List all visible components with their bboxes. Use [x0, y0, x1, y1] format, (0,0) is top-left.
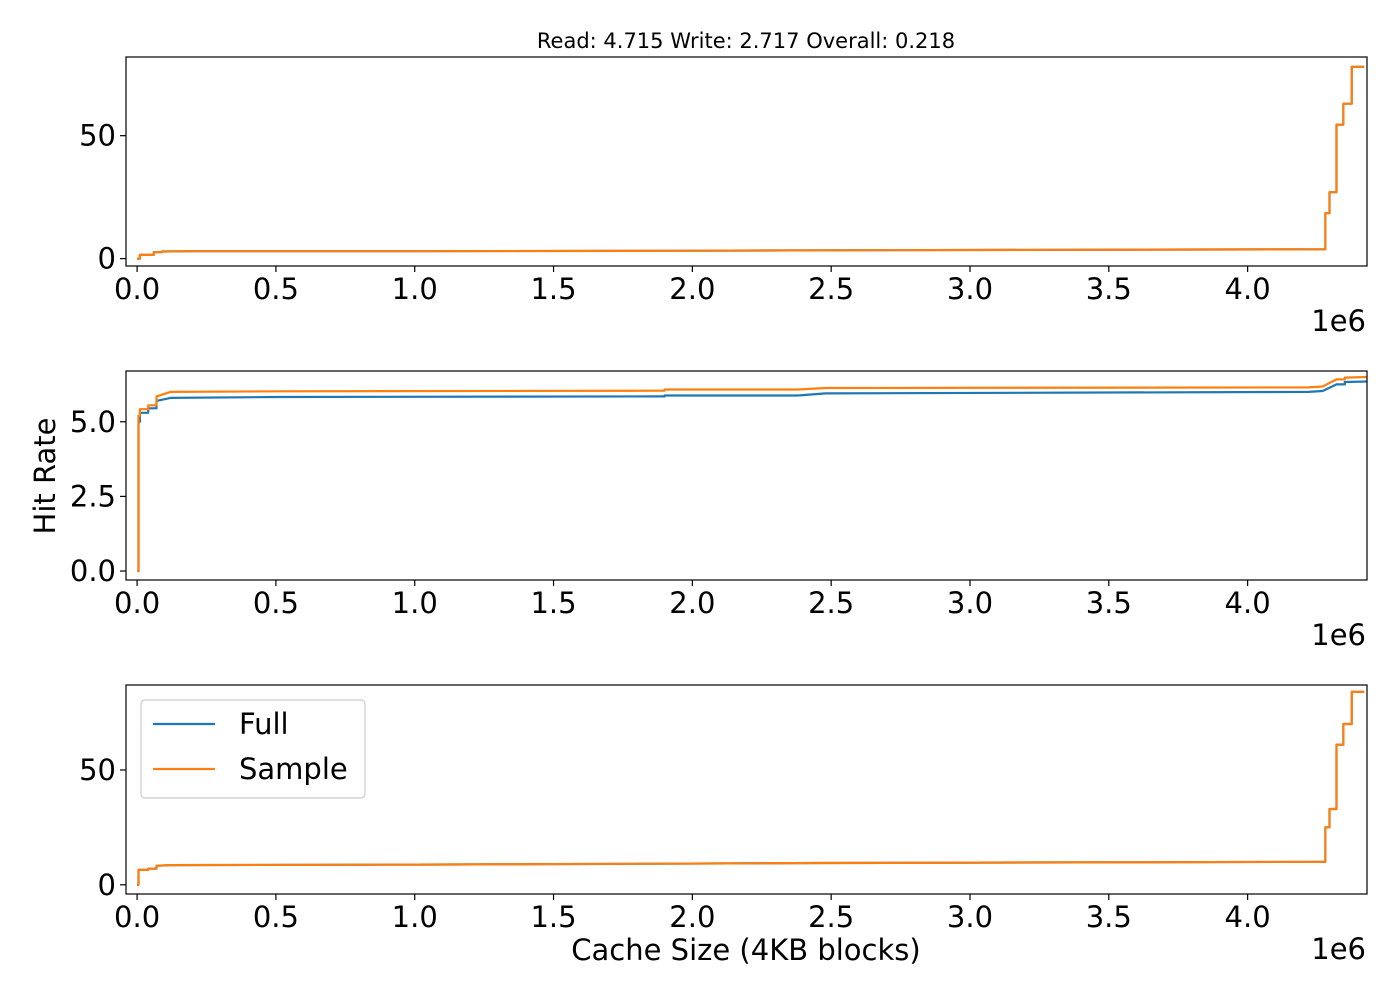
panel-3: 0.0 0.5 1.0 1.5 2.0 2.5 3.0 3.5 4.0 0 50 Cache Siz… [79, 684, 1368, 967]
x-tick-label: 3.0 [947, 900, 993, 934]
panel-1: Read: 4.715 Write: 2.717 Overall: 0.218 … [79, 29, 1368, 338]
legend-label-full: Full [239, 707, 289, 741]
x-tick-label: 1.5 [530, 272, 576, 306]
x-tick-label: 0.5 [253, 586, 299, 620]
x-tick-label: 0.0 [114, 272, 160, 306]
panel-2-ticks: 0.0 0.5 1.0 1.5 2.0 2.5 3.0 3.5 4.0 0.0 2.5 5.0 [70, 405, 1271, 620]
x-tick-label: 3.5 [1086, 586, 1132, 620]
y-tick-label: 0 [98, 868, 116, 902]
series-line-sample [137, 65, 1365, 260]
panel-2-series [137, 375, 1368, 573]
x-tick-label: 2.5 [808, 586, 854, 620]
y-tick-label: 2.5 [70, 479, 116, 513]
x-tick-label: 4.0 [1225, 272, 1271, 306]
panel-1-frame [125, 56, 1368, 267]
y-tick-label: 50 [79, 119, 116, 153]
x-tick-label: 1.5 [530, 900, 576, 934]
panel-3-series [137, 690, 1365, 886]
legend-label-sample: Sample [239, 752, 348, 786]
panel-3-ticks: 0.0 0.5 1.0 1.5 2.0 2.5 3.0 3.5 4.0 0 50 [79, 753, 1271, 934]
x-tick-label: 3.5 [1086, 272, 1132, 306]
x-tick-label: 0.0 [114, 586, 160, 620]
y-tick-label: 50 [79, 753, 116, 787]
panel-2-frame [125, 370, 1368, 581]
series-line-sample [137, 690, 1365, 886]
x-tick-label: 2.5 [808, 272, 854, 306]
panel-2: 0.0 0.5 1.0 1.5 2.0 2.5 3.0 3.5 4.0 0.0 2.5 5.0 Hit… [28, 370, 1368, 652]
series-line-sample [137, 375, 1368, 573]
x-tick-label: 1.0 [392, 586, 438, 620]
panel-3-xlabel: Cache Size (4KB blocks) [571, 933, 920, 967]
x-tick-label: 3.0 [947, 272, 993, 306]
x-tick-label: 3.0 [947, 586, 993, 620]
x-tick-label: 0.5 [253, 272, 299, 306]
x-tick-label: 2.0 [669, 900, 715, 934]
x-tick-label: 2.0 [669, 272, 715, 306]
x-tick-label: 2.0 [669, 586, 715, 620]
y-tick-label: 0 [98, 242, 116, 276]
legend: Full Sample [140, 699, 366, 799]
x-tick-label: 0.5 [253, 900, 299, 934]
panel-2-ylabel: Hit Rate [28, 418, 62, 535]
x-tick-label: 2.5 [808, 900, 854, 934]
x-tick-label: 1.5 [530, 586, 576, 620]
panel-3-offset-label: 1e6 [1311, 932, 1366, 966]
panel-1-title: Read: 4.715 Write: 2.717 Overall: 0.218 [537, 29, 955, 53]
x-tick-label: 3.5 [1086, 900, 1132, 934]
y-tick-label: 0.0 [70, 554, 116, 588]
series-line-full [137, 380, 1368, 573]
panel-3-frame [125, 684, 1368, 895]
panel-1-series [137, 65, 1365, 260]
x-tick-label: 4.0 [1225, 900, 1271, 934]
x-tick-label: 0.0 [114, 900, 160, 934]
y-tick-label: 5.0 [70, 405, 116, 439]
panel-1-ticks: 0.0 0.5 1.0 1.5 2.0 2.5 3.0 3.5 4.0 0 50 [79, 119, 1271, 306]
x-tick-label: 1.0 [392, 272, 438, 306]
panel-2-offset-label: 1e6 [1311, 618, 1366, 652]
x-tick-label: 1.0 [392, 900, 438, 934]
panel-1-offset-label: 1e6 [1311, 304, 1366, 338]
x-tick-label: 4.0 [1225, 586, 1271, 620]
